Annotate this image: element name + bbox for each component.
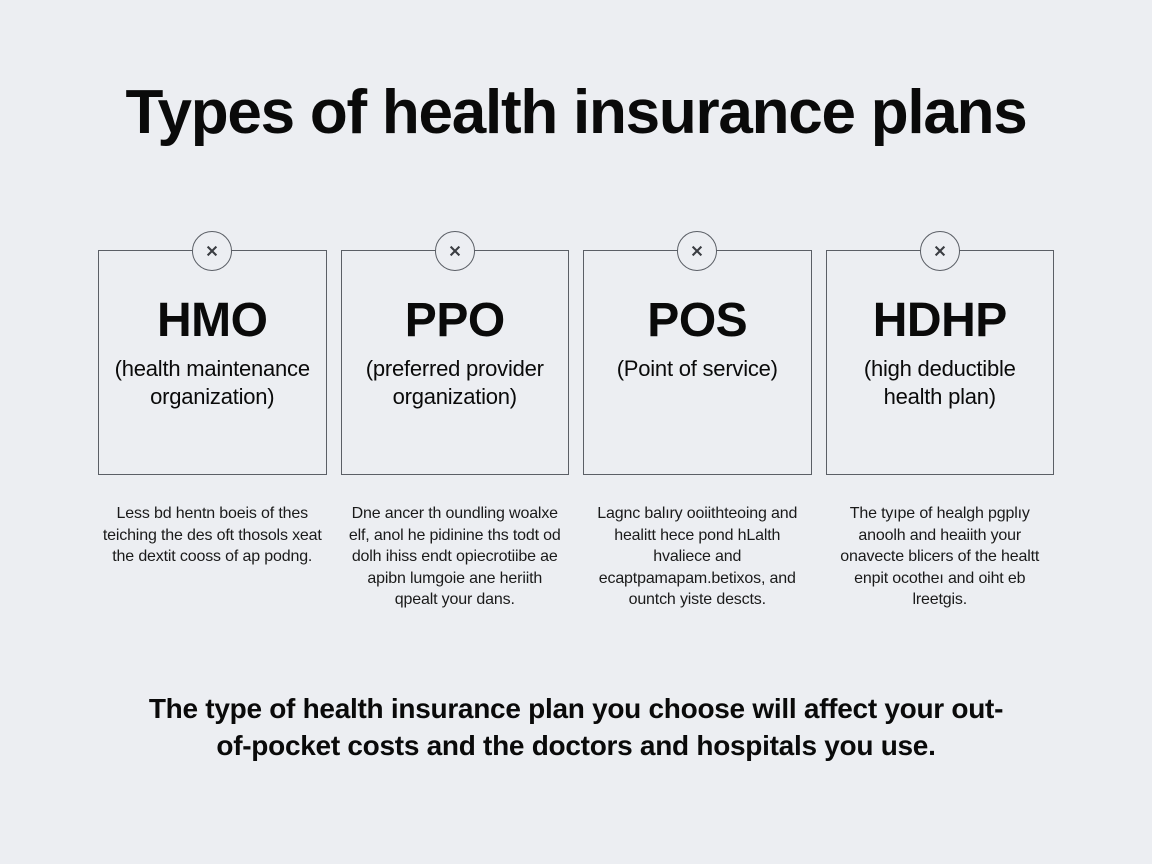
x-icon xyxy=(920,231,960,271)
plan-abbr: POS xyxy=(647,297,747,345)
infographic-page: Types of health insurance plans HMO (hea… xyxy=(0,0,1152,864)
plan-card-hmo: HMO (health maintenance organization) Le… xyxy=(98,250,327,611)
x-icon xyxy=(435,231,475,271)
plan-abbr: PPO xyxy=(405,297,505,345)
plan-description: Less bd hentn boeis of thes teiching the… xyxy=(98,503,327,568)
plan-card-box: POS (Point of service) xyxy=(583,250,812,475)
plan-card-hdhp: HDHP (high deductible health plan) The t… xyxy=(826,250,1055,611)
plan-cards-row: HMO (health maintenance organization) Le… xyxy=(98,250,1054,611)
plan-card-ppo: PPO (preferred provider organization) Dn… xyxy=(341,250,570,611)
plan-description: The tyıpe of healgh pgplıy anoolh and he… xyxy=(826,503,1055,611)
page-title: Types of health insurance plans xyxy=(98,80,1054,145)
plan-card-box: HMO (health maintenance organization) xyxy=(98,250,327,475)
plan-fullname: (Point of service) xyxy=(603,355,792,383)
plan-description: Dne ancer th oundling woalxe elf, anol h… xyxy=(341,503,570,611)
plan-fullname: (preferred provider organization) xyxy=(342,355,569,410)
x-icon xyxy=(192,231,232,271)
plan-card-box: HDHP (high deductible health plan) xyxy=(826,250,1055,475)
x-icon xyxy=(677,231,717,271)
plan-card-box: PPO (preferred provider organization) xyxy=(341,250,570,475)
plan-fullname: (high deductible health plan) xyxy=(827,355,1054,410)
plan-abbr: HDHP xyxy=(873,297,1007,345)
plan-card-pos: POS (Point of service) Lagnc balıry ooii… xyxy=(583,250,812,611)
plan-abbr: HMO xyxy=(157,297,268,345)
summary-text: The type of health insurance plan you ch… xyxy=(98,691,1054,804)
plan-fullname: (health maintenance organization) xyxy=(99,355,326,410)
plan-description: Lagnc balıry ooiithteoing and healitt he… xyxy=(583,503,812,611)
